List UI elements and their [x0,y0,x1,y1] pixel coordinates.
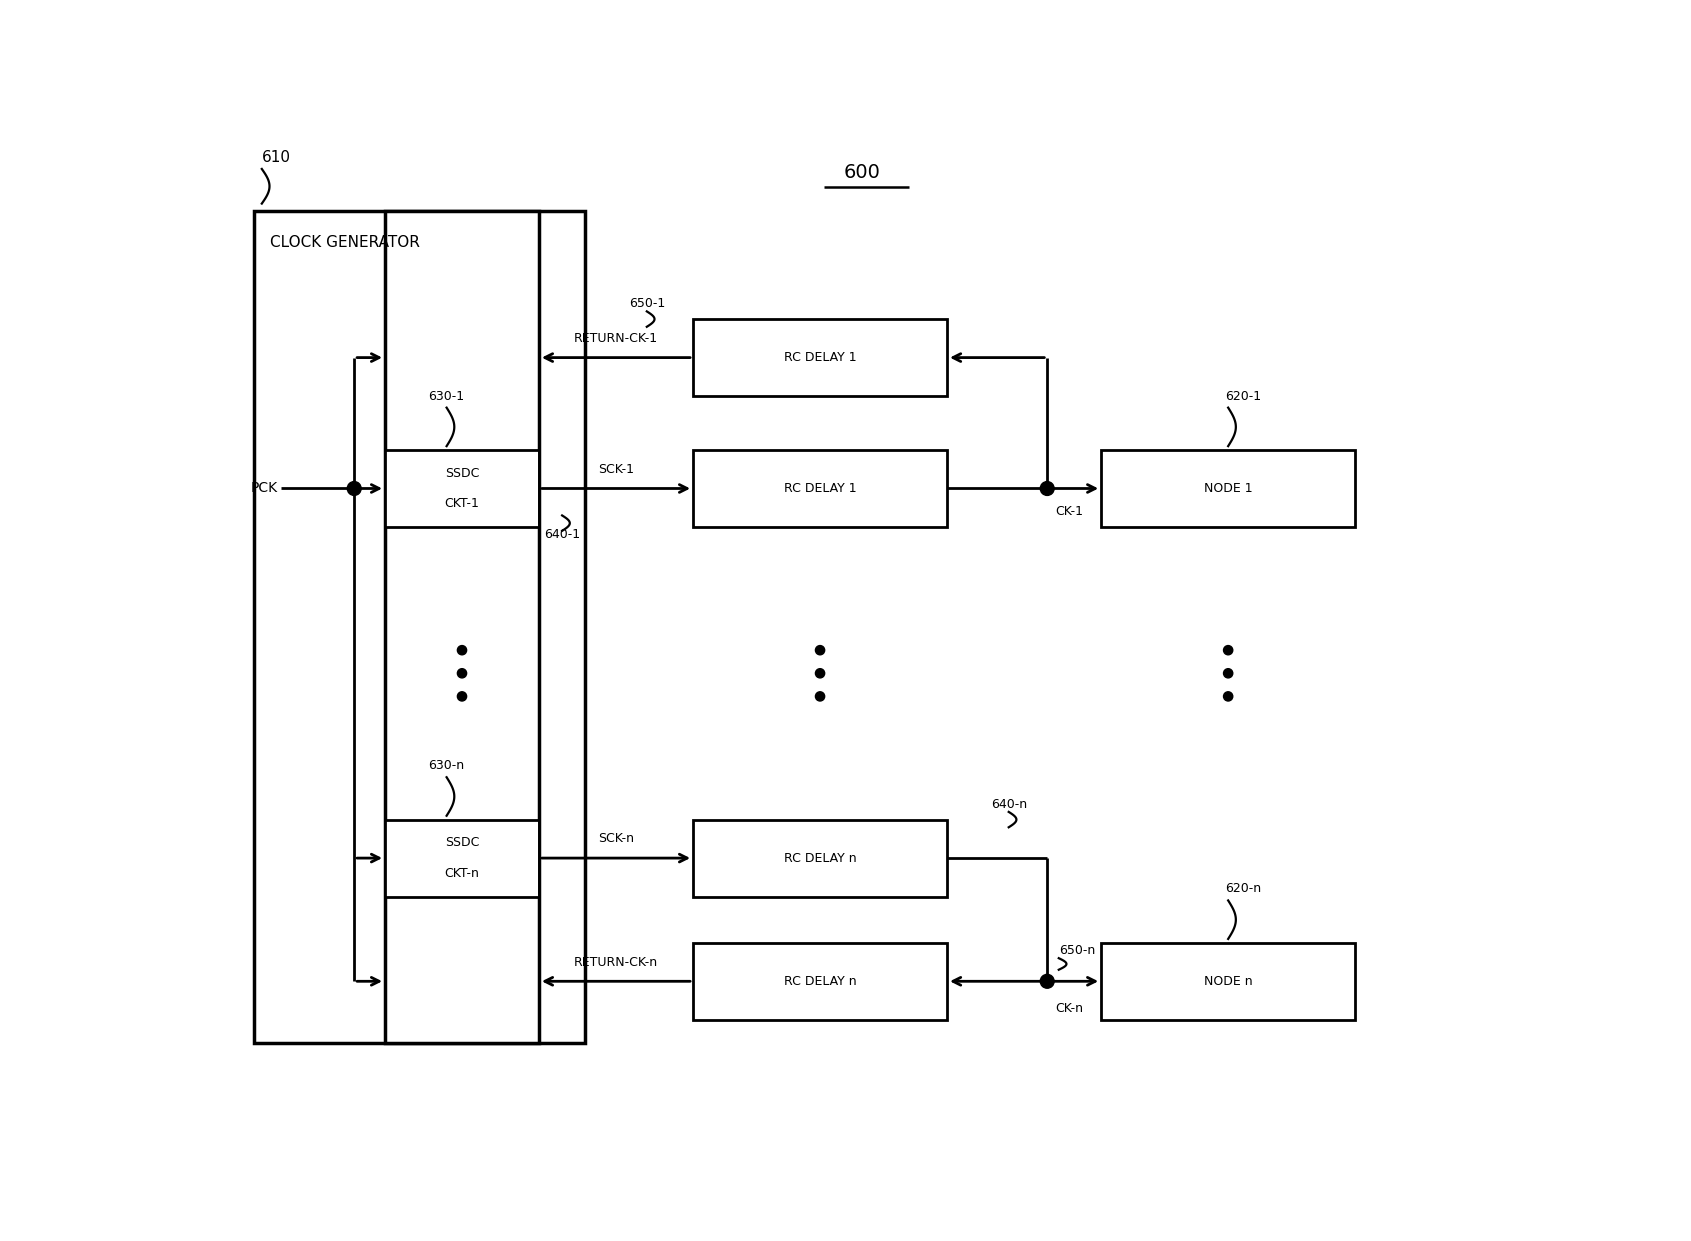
Text: SCK-1: SCK-1 [599,463,634,475]
Bar [693,319,947,396]
Text: RC DELAY n: RC DELAY n [783,974,856,988]
Text: SSDC: SSDC [445,836,479,849]
Circle shape [457,645,467,655]
Bar [1101,943,1354,1020]
Circle shape [1040,482,1053,495]
Text: RC DELAY n: RC DELAY n [783,851,856,865]
Circle shape [1224,669,1233,678]
Text: 640-1: 640-1 [545,529,580,541]
Text: RC DELAY 1: RC DELAY 1 [783,351,856,364]
Circle shape [1224,645,1233,655]
Circle shape [457,691,467,701]
Text: 630-1: 630-1 [428,390,465,402]
Text: CKT-n: CKT-n [445,867,480,880]
Text: NODE 1: NODE 1 [1204,482,1253,495]
Text: RETURN-CK-1: RETURN-CK-1 [573,331,658,345]
Bar [386,819,539,896]
Text: SCK-n: SCK-n [599,833,634,845]
Bar [254,211,585,1042]
Text: RC DELAY 1: RC DELAY 1 [783,482,856,495]
Circle shape [815,691,825,701]
Text: CK-n: CK-n [1055,1001,1082,1015]
Circle shape [1040,974,1053,988]
Text: 640-n: 640-n [991,798,1026,810]
Text: 650-1: 650-1 [629,297,665,310]
Bar [693,819,947,896]
Bar [386,450,539,527]
Text: 610: 610 [262,150,291,165]
Bar [693,943,947,1020]
Text: 620-n: 620-n [1226,882,1261,896]
Text: 650-n: 650-n [1059,944,1096,957]
Text: CK-1: CK-1 [1055,505,1082,517]
Text: 600: 600 [844,164,881,182]
Bar [693,450,947,527]
Text: NODE n: NODE n [1204,974,1253,988]
Circle shape [1224,691,1233,701]
Circle shape [815,645,825,655]
Text: CKT-1: CKT-1 [445,498,480,510]
Text: CLOCK GENERATOR: CLOCK GENERATOR [269,235,419,249]
Text: 630-n: 630-n [428,759,465,772]
Circle shape [815,669,825,678]
Text: RETURN-CK-n: RETURN-CK-n [573,956,658,968]
Bar [386,211,539,1042]
Text: SSDC: SSDC [445,467,479,479]
Circle shape [457,669,467,678]
Text: 620-1: 620-1 [1226,390,1261,402]
Bar [1101,450,1354,527]
Text: PCK: PCK [250,482,277,495]
Circle shape [347,482,362,495]
